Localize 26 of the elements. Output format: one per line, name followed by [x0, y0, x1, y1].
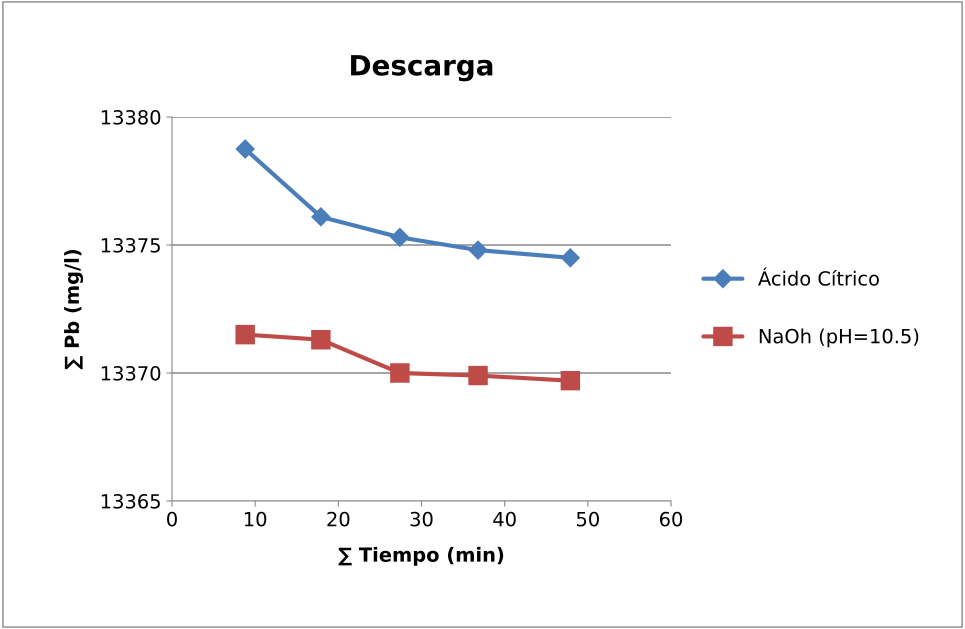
y-tick-label: 13375 [102, 238, 160, 253]
y-tick-label: 13380 [102, 110, 160, 125]
x-tick-label: 50 [576, 512, 599, 526]
x-tick-label: 30 [410, 512, 433, 526]
legend-label: NaOh (pH=10.5) [760, 328, 918, 348]
y-tick-label: 13370 [102, 366, 160, 381]
x-tick-label: 20 [327, 512, 350, 526]
point [390, 363, 410, 383]
x-tick-label: 60 [660, 512, 682, 526]
x-axis-title: ∑ Tiempo (min) [338, 546, 504, 566]
point [560, 248, 580, 268]
y-tick-label: 13365 [102, 494, 160, 509]
point [468, 366, 488, 386]
point [468, 240, 488, 260]
point [311, 207, 330, 226]
y-axis-title: ∑ Pb (mg/l) [64, 250, 84, 370]
point [560, 370, 580, 390]
chart-title: Descarga [351, 55, 492, 82]
x-tick-label: 40 [493, 512, 516, 526]
point [311, 330, 331, 350]
legend-label: Ácido Cítrico [758, 268, 879, 286]
x-tick-label: 0 [167, 512, 177, 526]
point [390, 228, 410, 247]
point [236, 139, 255, 159]
point [235, 324, 255, 344]
x-tick-label: 10 [244, 512, 266, 526]
